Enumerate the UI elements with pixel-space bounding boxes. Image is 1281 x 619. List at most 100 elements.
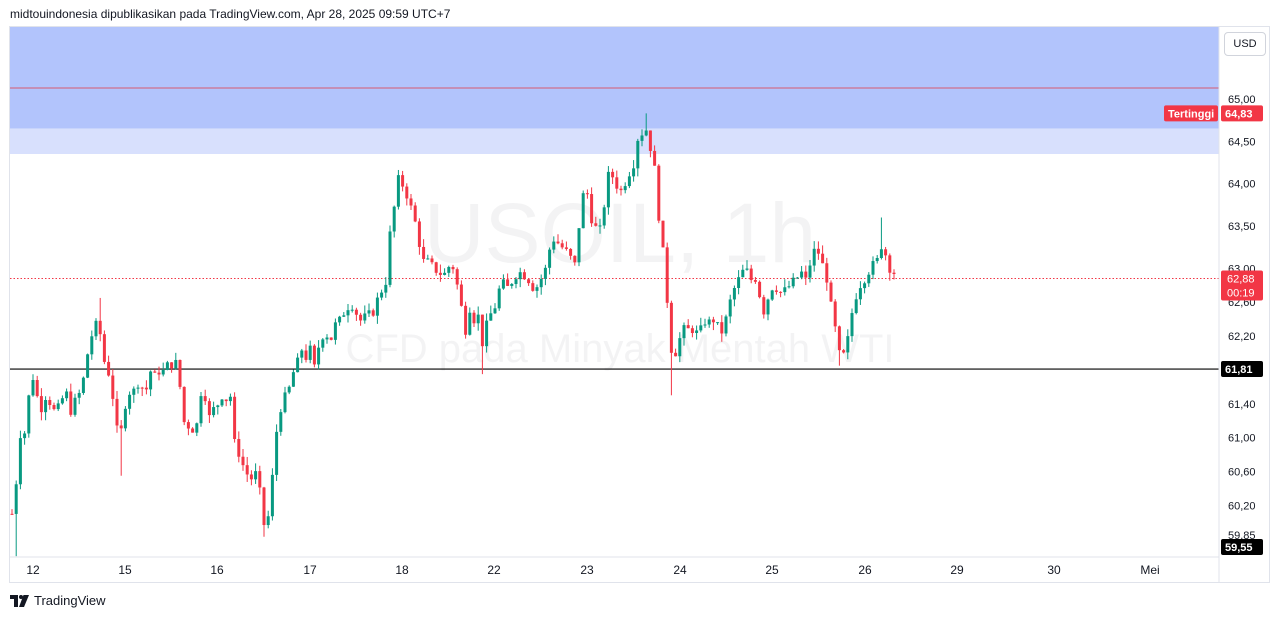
- candle[interactable]: [531, 280, 535, 292]
- candle[interactable]: [720, 315, 724, 342]
- candle[interactable]: [837, 325, 841, 366]
- candle[interactable]: [543, 264, 547, 286]
- candle[interactable]: [644, 113, 648, 137]
- candle[interactable]: [279, 409, 283, 436]
- candle[interactable]: [686, 319, 690, 329]
- candle[interactable]: [86, 353, 90, 379]
- candle[interactable]: [31, 374, 35, 397]
- candle[interactable]: [94, 318, 98, 341]
- candle[interactable]: [90, 330, 94, 360]
- candle[interactable]: [149, 370, 153, 397]
- candle[interactable]: [270, 468, 274, 521]
- candle[interactable]: [245, 456, 249, 482]
- candle[interactable]: [333, 318, 337, 345]
- currency-button[interactable]: USD: [1224, 32, 1266, 56]
- support-line-label[interactable]: 61,81: [1221, 361, 1263, 378]
- candle[interactable]: [665, 242, 669, 309]
- candle[interactable]: [174, 352, 178, 370]
- candle[interactable]: [447, 265, 451, 277]
- candle[interactable]: [317, 340, 321, 370]
- candle[interactable]: [228, 393, 232, 406]
- candle[interactable]: [468, 307, 472, 336]
- candle[interactable]: [262, 486, 266, 537]
- candle[interactable]: [749, 264, 753, 284]
- candle[interactable]: [77, 389, 81, 405]
- candle[interactable]: [216, 404, 220, 415]
- candle[interactable]: [527, 278, 531, 286]
- candle[interactable]: [140, 386, 144, 397]
- candle[interactable]: [766, 298, 770, 321]
- candle[interactable]: [48, 396, 52, 410]
- candle[interactable]: [241, 449, 245, 471]
- candle[interactable]: [661, 220, 665, 248]
- candle[interactable]: [191, 427, 195, 433]
- candle[interactable]: [791, 273, 795, 289]
- candle[interactable]: [590, 187, 594, 227]
- candle[interactable]: [199, 392, 203, 427]
- candle[interactable]: [371, 308, 375, 317]
- candle[interactable]: [808, 259, 812, 283]
- candle[interactable]: [556, 234, 560, 245]
- candle[interactable]: [258, 465, 262, 495]
- candle[interactable]: [405, 183, 409, 206]
- candle[interactable]: [291, 369, 295, 387]
- candle[interactable]: [23, 431, 27, 445]
- candle[interactable]: [560, 239, 564, 250]
- candle[interactable]: [182, 386, 186, 426]
- candle[interactable]: [224, 399, 228, 407]
- candle[interactable]: [606, 166, 610, 215]
- candle[interactable]: [476, 306, 480, 331]
- candle[interactable]: [165, 360, 169, 371]
- candle[interactable]: [178, 359, 182, 390]
- candle[interactable]: [304, 344, 308, 363]
- candle[interactable]: [392, 205, 396, 238]
- candle[interactable]: [497, 285, 501, 311]
- candle[interactable]: [102, 330, 106, 365]
- candle[interactable]: [10, 509, 14, 515]
- candle[interactable]: [266, 510, 270, 529]
- candle[interactable]: [770, 289, 774, 301]
- candle[interactable]: [703, 318, 707, 328]
- candle[interactable]: [795, 277, 799, 279]
- candle[interactable]: [417, 218, 421, 255]
- candle[interactable]: [338, 315, 342, 326]
- candle[interactable]: [854, 293, 858, 315]
- candle[interactable]: [745, 260, 749, 271]
- candle[interactable]: [623, 182, 627, 194]
- candle[interactable]: [564, 241, 568, 251]
- candle[interactable]: [363, 305, 367, 324]
- candle[interactable]: [39, 388, 43, 421]
- candle[interactable]: [426, 254, 430, 260]
- candle[interactable]: [783, 279, 787, 296]
- candle[interactable]: [434, 261, 438, 276]
- candle[interactable]: [858, 281, 862, 305]
- candle[interactable]: [56, 399, 60, 412]
- candle[interactable]: [220, 398, 224, 407]
- candle[interactable]: [157, 366, 161, 381]
- candle[interactable]: [573, 255, 577, 266]
- candle[interactable]: [842, 349, 846, 354]
- candle[interactable]: [44, 396, 48, 421]
- candle[interactable]: [581, 190, 585, 229]
- candle[interactable]: [115, 391, 119, 433]
- candle[interactable]: [774, 285, 778, 295]
- candle[interactable]: [438, 264, 442, 282]
- candle[interactable]: [716, 322, 720, 325]
- candle[interactable]: [846, 329, 850, 360]
- candle[interactable]: [577, 228, 581, 267]
- candle[interactable]: [598, 218, 602, 234]
- candle[interactable]: [850, 308, 854, 342]
- candle[interactable]: [203, 389, 207, 405]
- candle[interactable]: [653, 145, 657, 166]
- candle[interactable]: [388, 225, 392, 288]
- candle[interactable]: [539, 274, 543, 295]
- candle[interactable]: [464, 301, 468, 339]
- candle[interactable]: [489, 305, 493, 321]
- candle[interactable]: [233, 392, 237, 443]
- candle[interactable]: [283, 386, 287, 414]
- candle[interactable]: [522, 269, 526, 280]
- candle[interactable]: [195, 422, 199, 437]
- candle[interactable]: [98, 297, 102, 342]
- candle[interactable]: [459, 280, 463, 307]
